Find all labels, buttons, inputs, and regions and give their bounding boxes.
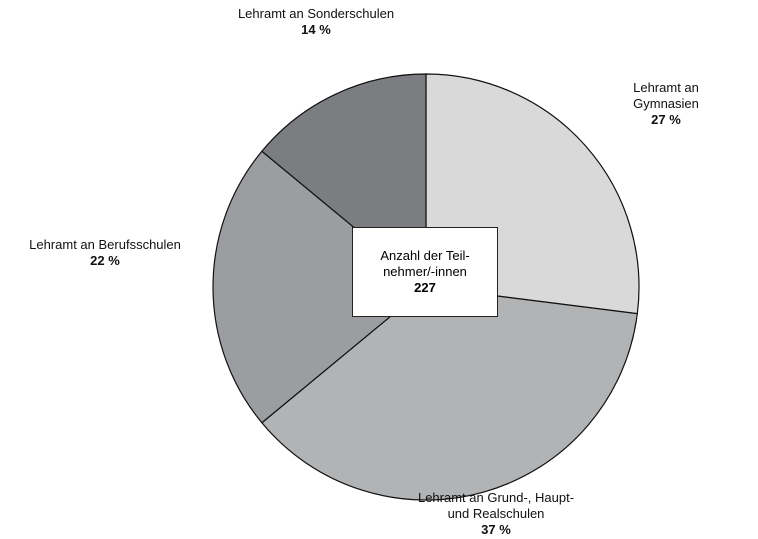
value-label: 22 % xyxy=(90,253,120,268)
slice-label: Lehramt an Sonderschulen 14 % xyxy=(238,6,394,38)
center-box: Anzahl der Teil- nehmer/-innen 227 xyxy=(352,227,498,317)
category-label: Lehramt an Gymnasien xyxy=(633,80,699,111)
category-label: Lehramt an Berufsschulen xyxy=(29,237,181,252)
center-label: Anzahl der Teil- nehmer/-innen xyxy=(380,248,470,279)
slice xyxy=(212,150,427,424)
slice xyxy=(261,286,638,501)
category-label: Lehramt an Grund-, Haupt- und Realschule… xyxy=(417,490,575,521)
value-label: 27 % xyxy=(651,112,681,127)
slice-label: Lehramt an Grund-, Haupt- und Realschule… xyxy=(418,490,574,538)
value-label: 14 % xyxy=(301,22,331,37)
slice-label: Lehramt an Gymnasien 27 % xyxy=(620,80,712,128)
value-label: 37 % xyxy=(481,522,511,537)
total: 227 xyxy=(414,280,436,295)
slice-label: Lehramt an Berufsschulen 22 % xyxy=(29,237,181,269)
category-label: Lehramt an Sonderschulen xyxy=(237,6,395,21)
